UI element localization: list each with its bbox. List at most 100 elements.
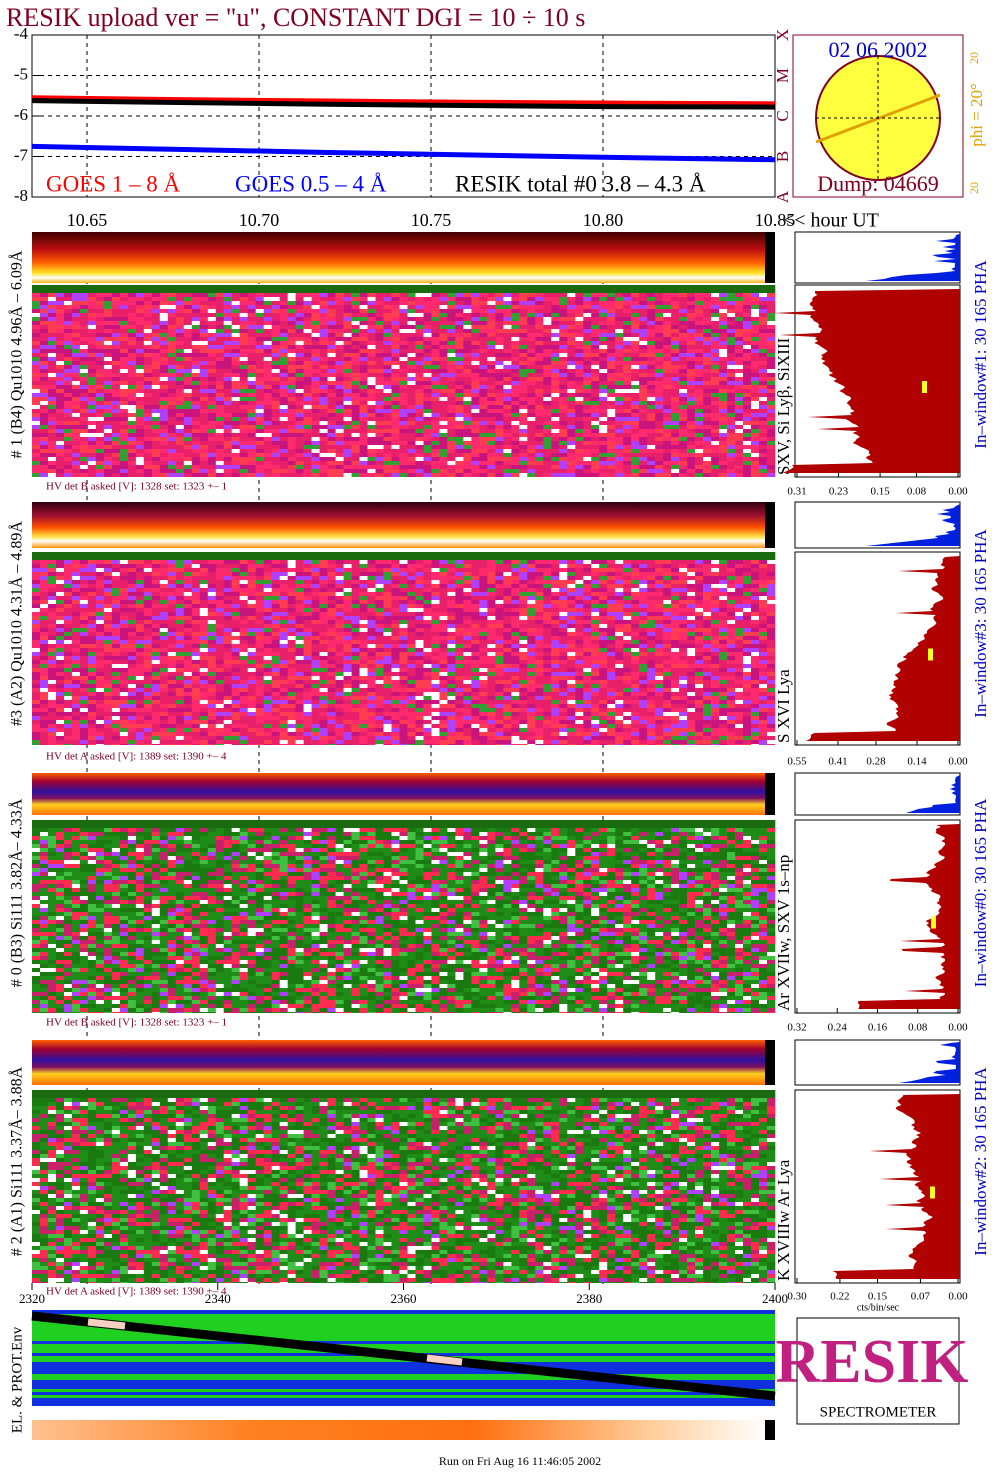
heat-cell: [296, 377, 304, 381]
heat-cell: [360, 465, 368, 469]
heat-cell: [288, 453, 296, 457]
heat-cell: [479, 349, 487, 353]
heat-cell: [40, 317, 48, 321]
heat-cell: [144, 564, 152, 568]
heat-cell: [400, 401, 408, 405]
heat-cell: [647, 385, 655, 389]
dump: Dump: 04669: [817, 171, 939, 196]
heat-cell: [751, 317, 759, 321]
heat-cell: [743, 325, 751, 329]
heat-cell: [551, 413, 559, 417]
heat-cell: [695, 429, 703, 433]
heat-cell: [248, 285, 256, 289]
heat-cell: [503, 393, 511, 397]
heat-cell: [104, 301, 112, 305]
heat-cell: [352, 301, 360, 305]
heat-cell: [719, 429, 727, 433]
heat-cell: [647, 445, 655, 449]
heat-cell: [336, 361, 344, 365]
heat-cell: [392, 353, 400, 357]
heat-cell: [320, 329, 328, 333]
heat-cell: [64, 425, 72, 429]
heat-cell: [743, 469, 751, 473]
heat-cell: [455, 329, 463, 333]
heat-cell: [192, 437, 200, 441]
heat-cell: [224, 325, 232, 329]
heat-cell: [440, 329, 448, 333]
heat-cell: [128, 373, 136, 377]
heat-cell: [751, 469, 759, 473]
heat-cell: [671, 417, 679, 421]
heat-cell: [455, 465, 463, 469]
heat-cell: [519, 293, 527, 297]
heat-cell: [328, 349, 336, 353]
heat-cell: [432, 457, 440, 461]
heat-cell: [296, 285, 304, 289]
heat-cell: [384, 293, 392, 297]
heat-cell: [447, 305, 455, 309]
heat-cell: [679, 329, 687, 333]
heat-cell: [160, 413, 168, 417]
heat-cell: [687, 457, 695, 461]
heat-cell: [144, 345, 152, 349]
heat-cell: [288, 401, 296, 405]
heat-cell: [320, 365, 328, 369]
heat-cell: [455, 389, 463, 393]
heat-cell: [264, 377, 272, 381]
heat-cell: [152, 401, 160, 405]
heat-cell: [256, 556, 264, 560]
heat-cell: [655, 433, 663, 437]
heat-cell: [711, 337, 719, 341]
heat-cell: [511, 349, 519, 353]
heat-cell: [136, 552, 144, 556]
heat-cell: [120, 305, 128, 309]
heat-cell: [88, 353, 96, 357]
heat-cell: [639, 377, 647, 381]
heat-cell: [455, 441, 463, 445]
heat-cell: [575, 453, 583, 457]
heat-cell: [687, 421, 695, 425]
heat-cell: [408, 453, 416, 457]
heat-cell: [679, 417, 687, 421]
heat-cell: [368, 441, 376, 445]
heat-cell: [575, 556, 583, 560]
heat-cell: [192, 473, 200, 477]
heat-cell: [256, 473, 264, 477]
heat-cell: [583, 421, 591, 425]
heat-cell: [767, 301, 775, 305]
heat-cell: [575, 377, 583, 381]
heat-cell: [463, 353, 471, 357]
heat-cell: [751, 433, 759, 437]
y-tick-label: -7: [14, 145, 29, 164]
heat-cell: [104, 465, 112, 469]
heat-cell: [703, 293, 711, 297]
heat-cell: [719, 473, 727, 477]
heat-cell: [719, 373, 727, 377]
heat-cell: [711, 457, 719, 461]
heat-cell: [711, 301, 719, 305]
heat-cell: [567, 473, 575, 477]
heat-cell: [575, 325, 583, 329]
heat-cell: [224, 445, 232, 449]
heat-cell: [136, 333, 144, 337]
heat-cell: [112, 297, 120, 301]
heat-cell: [272, 421, 280, 425]
heat-cell: [72, 425, 80, 429]
heat-cell: [232, 285, 240, 289]
heat-cell: [543, 405, 551, 409]
heat-cell: [535, 325, 543, 329]
heat-cell: [631, 393, 639, 397]
heat-cell: [160, 417, 168, 421]
heat-cell: [200, 305, 208, 309]
heat-cell: [543, 301, 551, 305]
heat-cell: [463, 421, 471, 425]
heat-cell: [408, 457, 416, 461]
heat-cell: [320, 405, 328, 409]
heat-cell: [64, 465, 72, 469]
heat-cell: [168, 465, 176, 469]
heat-cell: [447, 349, 455, 353]
heat-cell: [272, 429, 280, 433]
heat-cell: [440, 285, 448, 289]
heat-cell: [352, 393, 360, 397]
heat-cell: [535, 413, 543, 417]
